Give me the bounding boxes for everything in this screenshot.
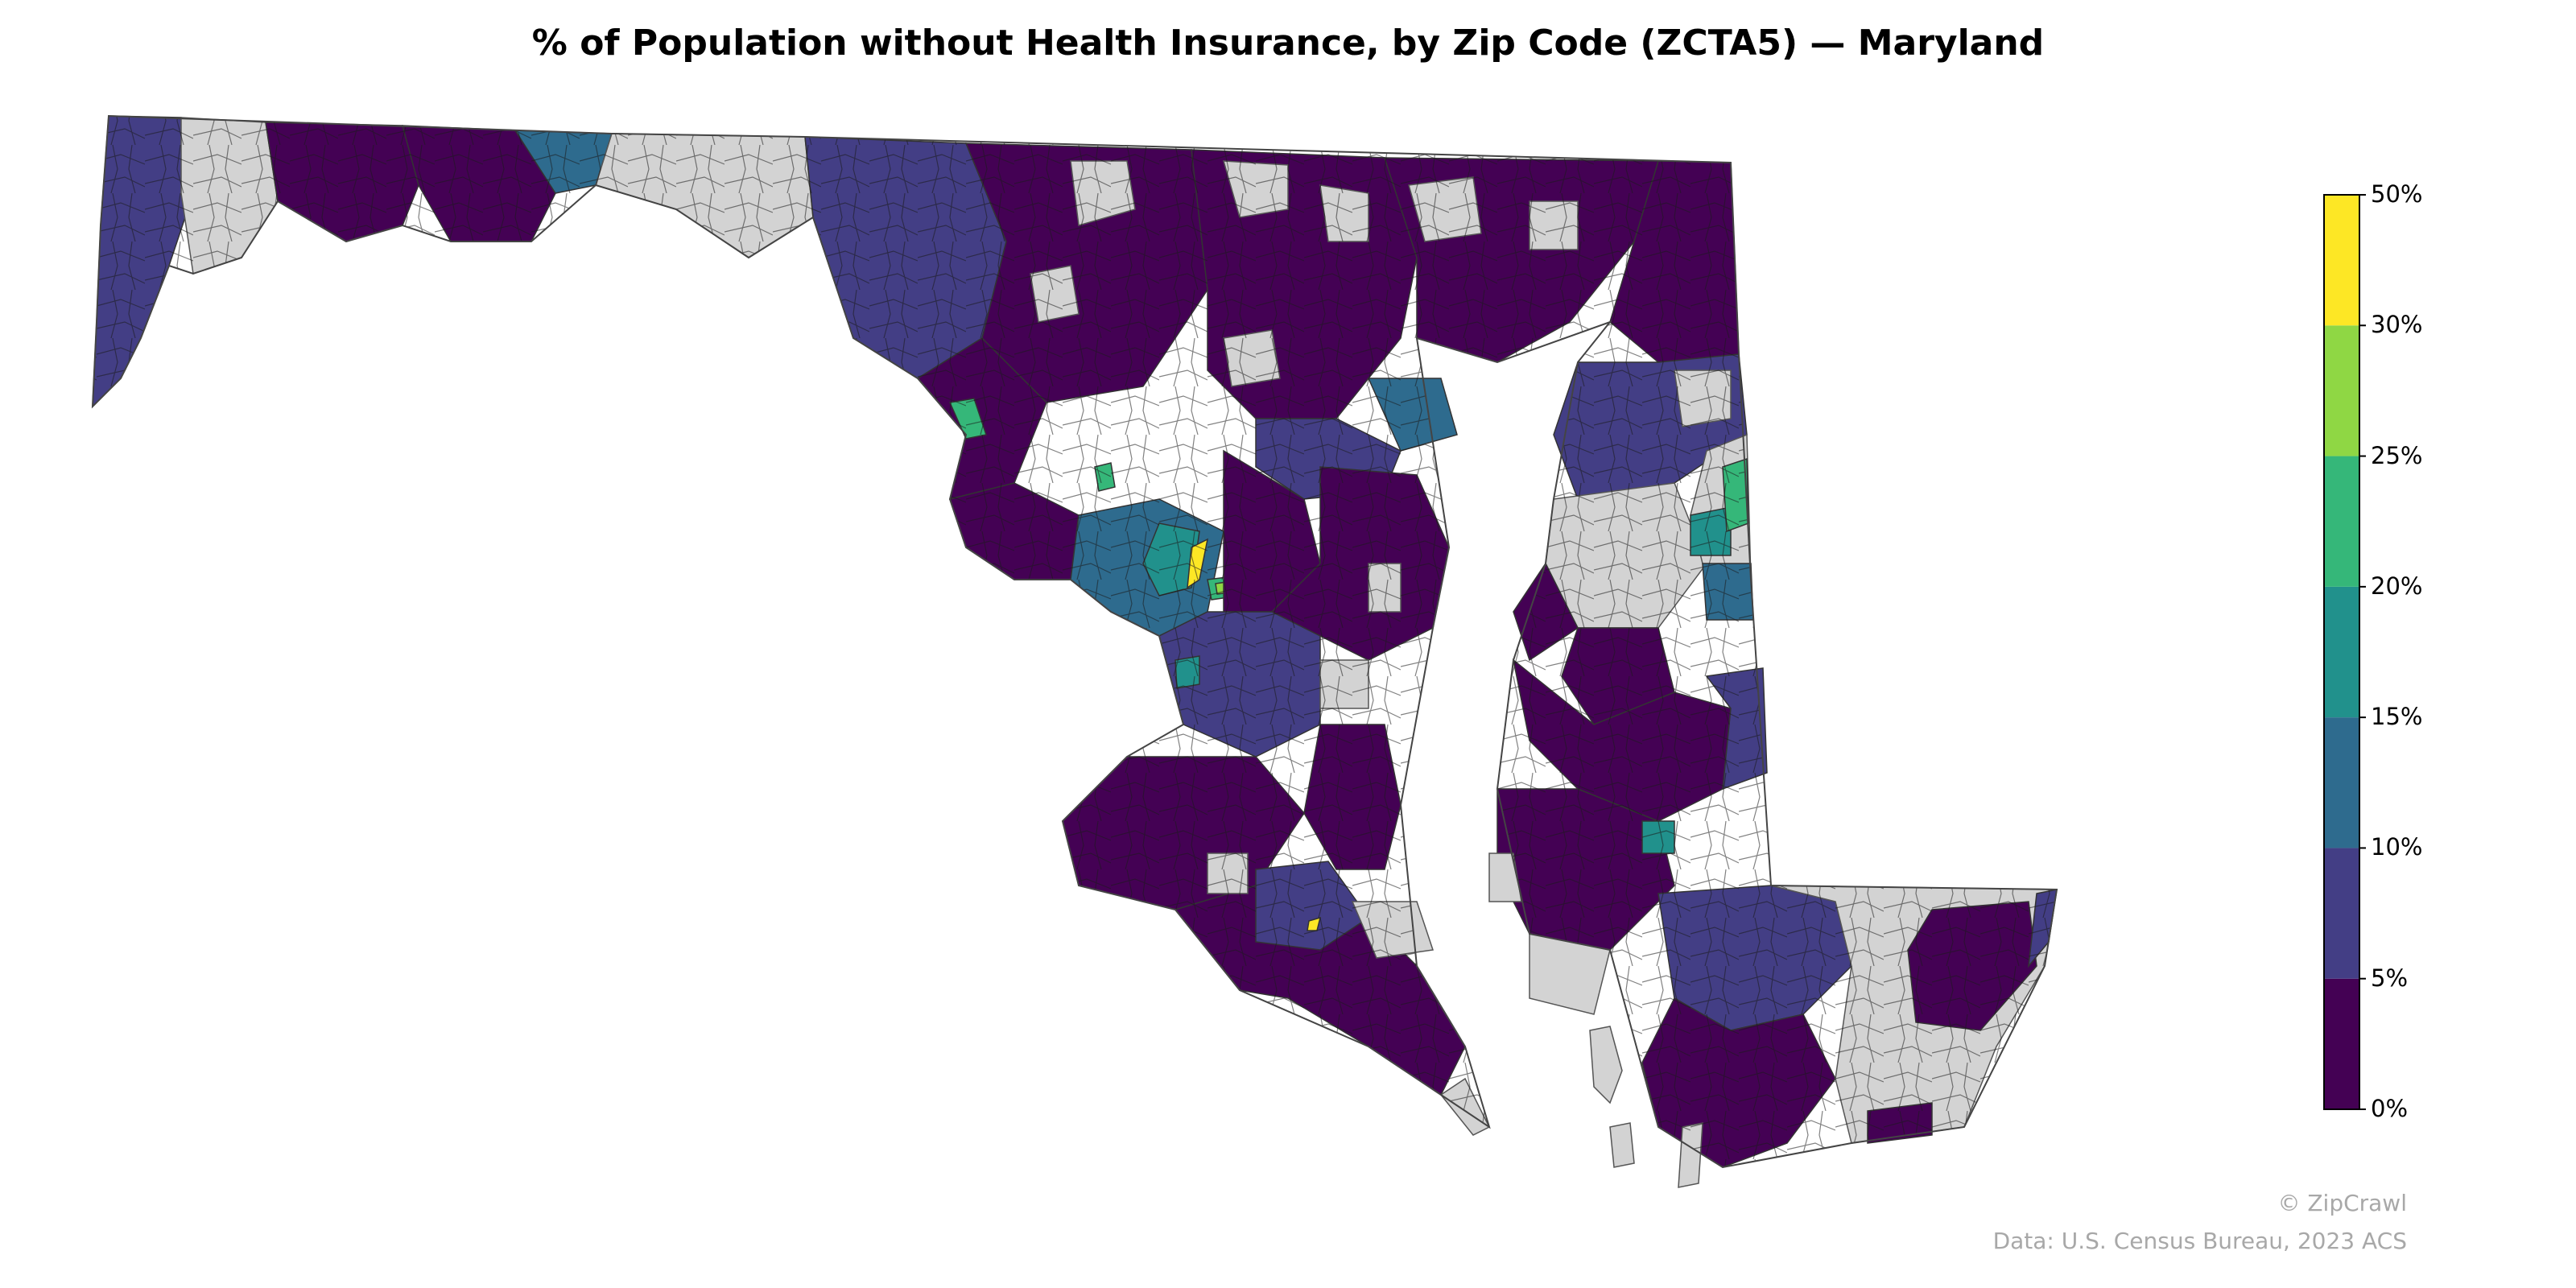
colorbar xyxy=(2323,194,2366,1110)
colorbar-frame xyxy=(2323,194,2360,1110)
colorbar-bin xyxy=(2324,717,2359,848)
colorbar-tick-label: 50% xyxy=(2371,180,2423,208)
colorbar-tick-label: 10% xyxy=(2371,833,2423,861)
source-text: Data: U.S. Census Bureau, 2023 ACS xyxy=(1992,1228,2407,1254)
colorbar-tick-label: 30% xyxy=(2371,311,2423,339)
colorbar-bin xyxy=(2324,586,2359,718)
colorbar-tick-label: 0% xyxy=(2371,1095,2409,1122)
colorbar-tick-label: 15% xyxy=(2371,703,2423,731)
colorbar-bin xyxy=(2324,195,2359,326)
colorbar-bin xyxy=(2324,848,2359,979)
colorbar-tick-label: 25% xyxy=(2371,441,2423,469)
colorbar-bin xyxy=(2324,325,2359,456)
region-island-1 xyxy=(1589,1026,1623,1104)
map-title: % of Population without Health Insurance… xyxy=(531,23,2045,64)
colorbar-bin xyxy=(2324,978,2359,1109)
credit-text: © ZipCrawl xyxy=(2277,1190,2407,1216)
colorbar-bin xyxy=(2324,456,2359,587)
colorbar-tick-label: 5% xyxy=(2371,964,2409,992)
region-island-2 xyxy=(1609,1122,1635,1168)
zip-boundaries xyxy=(91,114,2058,1169)
colorbar-tick-label: 20% xyxy=(2371,572,2423,600)
